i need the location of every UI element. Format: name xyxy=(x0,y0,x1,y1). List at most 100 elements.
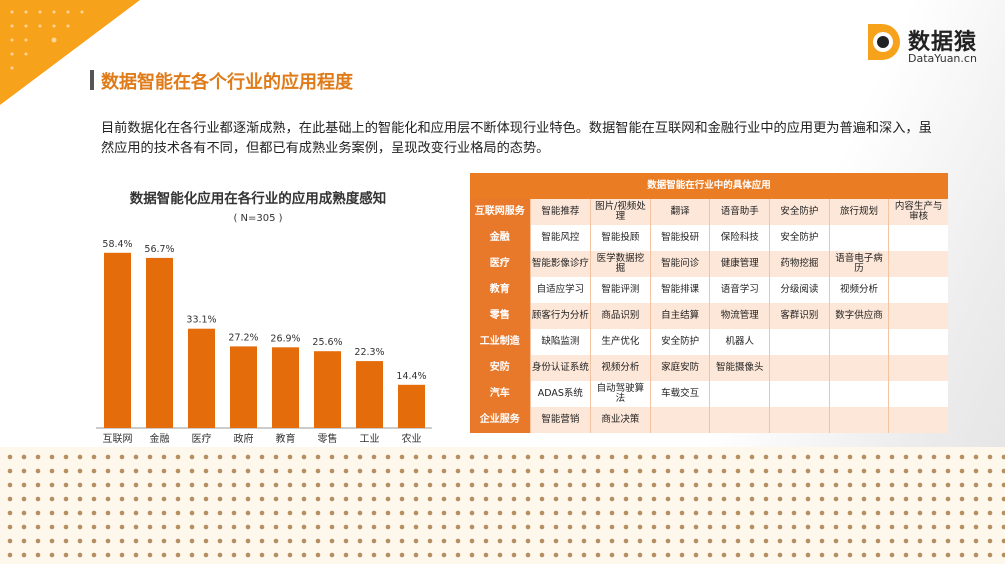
application-cell: 智能排课 xyxy=(649,277,710,303)
application-cell: 数字供应商 xyxy=(828,303,889,329)
table-row: 工业制造 缺陷监测 生产优化 安全防护 机器人 xyxy=(470,329,948,355)
industry-label: 互联网服务 xyxy=(470,199,531,225)
application-cell xyxy=(769,329,830,355)
application-cell xyxy=(828,407,889,433)
corner-decoration xyxy=(0,0,140,105)
application-cell xyxy=(649,407,710,433)
chart-subtitle: ( N=305 ) xyxy=(233,213,283,224)
chart-title: 数据智能化应用在各行业的应用成熟度感知 xyxy=(129,191,387,207)
application-cell: 保险科技 xyxy=(709,225,770,251)
table-title: 数据智能在行业中的具体应用 xyxy=(470,173,948,199)
application-cell: 医学数据挖掘 xyxy=(590,251,651,277)
application-cell xyxy=(828,355,889,381)
application-cell: 商品识别 xyxy=(590,303,651,329)
application-cell: 旅行规划 xyxy=(828,199,889,225)
industry-label: 企业服务 xyxy=(470,407,531,433)
category-label-1: 金融 xyxy=(150,432,170,445)
bar-value-label-0: 58.4% xyxy=(102,239,132,250)
bar-value-label-3: 27.2% xyxy=(228,332,258,343)
application-cell: 智能问诊 xyxy=(649,251,710,277)
application-cell xyxy=(888,355,948,381)
industry-label: 金融 xyxy=(470,225,531,251)
category-label-0: 互联网 xyxy=(103,433,133,445)
application-cell xyxy=(888,251,948,277)
table-row: 教育 自适应学习 智能评测 智能排课 语音学习 分级阅读 视频分析 xyxy=(470,277,948,303)
bar-value-label-2: 33.1% xyxy=(186,315,216,326)
application-cell: 智能推荐 xyxy=(529,199,591,225)
bar-value-label-1: 56.7% xyxy=(144,244,174,255)
category-label-6: 工业 xyxy=(360,433,380,445)
application-cell: 客群识别 xyxy=(769,303,830,329)
application-cell: 顾客行为分析 xyxy=(529,303,591,329)
application-table: 数据智能在行业中的具体应用 互联网服务 智能推荐 图片/视频处理 翻译 语音助手 安全防护… xyxy=(470,173,948,433)
application-cell: 智能评测 xyxy=(590,277,651,303)
category-label-5: 零售 xyxy=(318,432,338,445)
application-cell: 安全防护 xyxy=(769,225,830,251)
application-cell xyxy=(888,225,948,251)
category-label-2: 医疗 xyxy=(192,432,212,445)
application-cell xyxy=(769,355,830,381)
bar-value-label-7: 14.4% xyxy=(396,371,426,382)
application-cell xyxy=(888,303,948,329)
application-cell: 自适应学习 xyxy=(529,277,591,303)
bar-7 xyxy=(398,384,425,428)
logo-text-en: DataYuan.cn xyxy=(908,52,977,65)
application-cell: 药物挖掘 xyxy=(769,251,830,277)
application-cell: 生产优化 xyxy=(590,329,651,355)
table-row: 企业服务 智能营销 商业决策 xyxy=(470,407,948,433)
application-cell: 物流管理 xyxy=(709,303,770,329)
application-cell xyxy=(888,381,948,407)
application-cell xyxy=(888,329,948,355)
application-cell: 内容生产与审核 xyxy=(888,199,948,225)
application-cell: 家庭安防 xyxy=(649,355,710,381)
application-cell: 身份认证系统 xyxy=(529,355,591,381)
industry-label: 零售 xyxy=(470,303,531,329)
bar-0 xyxy=(104,252,131,428)
application-cell: 商业决策 xyxy=(590,407,651,433)
application-cell: 翻译 xyxy=(649,199,710,225)
application-cell: 安全防护 xyxy=(649,329,710,355)
category-label-7: 农业 xyxy=(402,432,422,445)
table-row: 医疗 智能影像诊疗 医学数据挖掘 智能问诊 健康管理 药物挖掘 语音电子病历 xyxy=(470,251,948,277)
bar-5 xyxy=(314,351,341,428)
logo-d-icon xyxy=(868,24,900,60)
table-row: 汽车 ADAS系统 自动驾驶算法 车载交互 xyxy=(470,381,948,407)
application-cell: 智能摄像头 xyxy=(709,355,770,381)
application-cell: 分级阅读 xyxy=(769,277,830,303)
application-cell: 智能风控 xyxy=(529,225,591,251)
bar-value-label-4: 26.9% xyxy=(270,333,300,344)
table-row: 安防 身份认证系统 视频分析 家庭安防 智能摄像头 xyxy=(470,355,948,381)
bar-2 xyxy=(188,328,215,428)
application-cell xyxy=(828,381,889,407)
industry-label: 工业制造 xyxy=(470,329,531,355)
table-row: 金融 智能风控 智能投顾 智能投研 保险科技 安全防护 xyxy=(470,225,948,251)
application-cell: 图片/视频处理 xyxy=(590,199,651,225)
application-cell: 视频分析 xyxy=(590,355,651,381)
application-cell: 智能影像诊疗 xyxy=(529,251,591,277)
application-cell xyxy=(828,329,889,355)
bar-value-label-5: 25.6% xyxy=(312,337,342,348)
application-cell: 语音学习 xyxy=(709,277,770,303)
page-title: 数据智能在各个行业的应用程度 xyxy=(101,72,353,93)
bar-6 xyxy=(356,361,383,428)
application-cell: 语音助手 xyxy=(709,199,770,225)
application-cell: 自主结算 xyxy=(649,303,710,329)
application-cell: 语音电子病历 xyxy=(828,251,889,277)
application-cell xyxy=(828,225,889,251)
application-cell xyxy=(888,407,948,433)
application-cell: 缺陷监测 xyxy=(529,329,591,355)
table-row: 零售 顾客行为分析 商品识别 自主结算 物流管理 客群识别 数字供应商 xyxy=(470,303,948,329)
industry-label: 汽车 xyxy=(470,381,531,407)
category-label-3: 政府 xyxy=(234,432,254,445)
title-accent-bar xyxy=(90,70,94,90)
application-cell xyxy=(769,381,830,407)
table-row: 互联网服务 智能推荐 图片/视频处理 翻译 语音助手 安全防护 旅行规划 内容生产与审核 xyxy=(470,199,948,225)
application-cell: 自动驾驶算法 xyxy=(590,381,651,407)
application-cell: 车载交互 xyxy=(649,381,710,407)
application-cell xyxy=(769,407,830,433)
dotted-overlay xyxy=(0,447,1005,564)
category-label-4: 教育 xyxy=(276,432,296,445)
application-cell: 智能投顾 xyxy=(590,225,651,251)
application-cell xyxy=(709,381,770,407)
application-cell: 健康管理 xyxy=(709,251,770,277)
